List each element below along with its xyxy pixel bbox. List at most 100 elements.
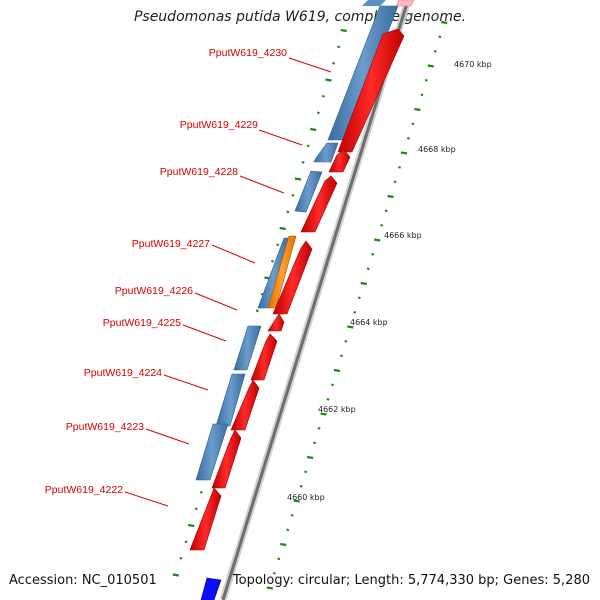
scale-tick-mark bbox=[433, 50, 437, 53]
inner-tick-mark bbox=[179, 557, 183, 560]
inner-tick-mark bbox=[291, 194, 295, 197]
leader-line-4226 bbox=[194, 292, 238, 311]
scale-tick-mark bbox=[360, 281, 367, 286]
scale-tick-mark bbox=[398, 166, 401, 169]
scale-tick-mark bbox=[317, 427, 321, 430]
forward-strand-genes bbox=[189, 0, 415, 551]
gene-label-4224[interactable]: PputW619_4224 bbox=[84, 367, 162, 379]
gene-PputW619_4224-forward[interactable] bbox=[250, 333, 278, 381]
inner-tick-mark bbox=[187, 523, 195, 528]
inner-tick-mark bbox=[337, 45, 341, 49]
scale-tick-mark bbox=[344, 340, 348, 343]
scale-tick-mark bbox=[290, 514, 294, 517]
gene-PputW619_4230-reverse-tail[interactable] bbox=[362, 0, 386, 6]
scale-tick-mark bbox=[407, 137, 410, 140]
gene-label-4223[interactable]: PputW619_4223 bbox=[66, 421, 144, 433]
gene-label-4222[interactable]: PputW619_4222 bbox=[45, 484, 123, 496]
scale-tick-mark bbox=[387, 194, 394, 199]
gene-label-4225[interactable]: PputW619_4225 bbox=[103, 317, 181, 329]
inner-tick-mark bbox=[255, 309, 259, 313]
tick-dot-tracks bbox=[172, 20, 448, 590]
scale-tick-mark bbox=[373, 238, 381, 242]
gene-PputW619_4225-reverse[interactable] bbox=[233, 325, 262, 371]
gene-pink-top-forward[interactable] bbox=[395, 0, 415, 7]
scale-tick-mark bbox=[313, 441, 317, 445]
gene-PputW619_4228-reverse[interactable] bbox=[294, 170, 323, 213]
scale-tick-mark bbox=[411, 122, 415, 126]
leader-line-4224 bbox=[163, 374, 209, 391]
inner-tick-mark bbox=[286, 210, 290, 214]
scale-tick-mark bbox=[353, 311, 357, 314]
inner-tick-mark bbox=[172, 573, 180, 577]
kbp-label-4666: 4666 kbp bbox=[384, 231, 422, 240]
kbp-label-4662: 4662 kbp bbox=[318, 405, 356, 414]
scale-tick-mark bbox=[384, 209, 388, 213]
scale-tick-mark bbox=[400, 151, 408, 155]
scale-tick-mark bbox=[438, 35, 442, 39]
gene-label-4230[interactable]: PputW619_4230 bbox=[209, 47, 287, 59]
scale-tick-mark bbox=[280, 542, 287, 547]
gene-PputW619_4225-forward[interactable] bbox=[267, 313, 285, 332]
inner-tick-mark bbox=[306, 144, 310, 148]
gene-PputW619_4222-forward[interactable] bbox=[189, 487, 222, 551]
gene-label-4226[interactable]: PputW619_4226 bbox=[115, 285, 193, 297]
scale-tick-mark bbox=[304, 470, 308, 474]
kbp-label-4670: 4670 kbp bbox=[454, 60, 492, 69]
inner-tick-mark bbox=[184, 540, 188, 544]
kbp-label-4660: 4660 kbp bbox=[287, 493, 325, 502]
scale-tick-mark bbox=[293, 499, 300, 503]
reverse-strand-genes bbox=[195, 0, 399, 481]
inner-tick-mark bbox=[271, 260, 274, 263]
inner-tick-mark bbox=[340, 28, 347, 33]
scale-tick-mark bbox=[427, 64, 434, 68]
gene-top-forward[interactable] bbox=[337, 28, 405, 153]
gene-PputW619_4229-forward[interactable] bbox=[328, 149, 351, 173]
gene-label-4228[interactable]: PputW619_4228 bbox=[160, 166, 238, 178]
leader-line-4228 bbox=[239, 175, 285, 194]
scale-tick-mark bbox=[320, 412, 327, 416]
scale-tick-mark bbox=[299, 485, 303, 488]
gene-PputW619_4229-reverse[interactable] bbox=[313, 142, 339, 163]
gene-PputW619_4228-forward[interactable] bbox=[300, 175, 338, 233]
gene-label-4229[interactable]: PputW619_4229 bbox=[180, 119, 258, 131]
gene-label-4227[interactable]: PputW619_4227 bbox=[132, 238, 210, 250]
scale-tick-mark bbox=[414, 107, 421, 112]
inner-tick-mark bbox=[332, 62, 336, 65]
leader-line-4229 bbox=[258, 129, 303, 146]
gene-PputW619_4224-reverse[interactable] bbox=[215, 373, 246, 427]
inner-tick-mark bbox=[294, 177, 302, 181]
leader-line-4225 bbox=[182, 324, 227, 342]
scale-tick-mark bbox=[339, 354, 343, 358]
scale-tick-mark bbox=[347, 325, 354, 329]
kbp-scale: 4670 kbp 4668 kbp 4666 kbp 4664 kbp 4662… bbox=[287, 60, 492, 502]
gene-PputW619_4223-reverse[interactable] bbox=[195, 423, 229, 481]
feature-bottom-blue[interactable] bbox=[200, 577, 222, 600]
leader-line-4230 bbox=[288, 57, 332, 73]
topology-text: Topology: circular; Length: 5,774,330 bp… bbox=[232, 573, 590, 588]
scale-tick-mark bbox=[326, 398, 330, 401]
inner-tick-mark bbox=[310, 127, 317, 132]
inner-tick-mark bbox=[321, 95, 325, 98]
kbp-label-4664: 4664 kbp bbox=[350, 318, 388, 327]
leader-line-4223 bbox=[145, 428, 190, 445]
genome-backbone-core bbox=[221, 0, 410, 600]
inner-tick-mark bbox=[301, 161, 305, 164]
inner-tick-mark bbox=[194, 507, 198, 511]
scale-tick-mark bbox=[371, 253, 375, 256]
gene-PputW619_4223a-forward[interactable] bbox=[230, 379, 260, 431]
scale-tick-mark bbox=[272, 572, 276, 575]
scale-tick-mark bbox=[424, 79, 428, 82]
gene-PputW619_4223b-forward[interactable] bbox=[211, 429, 242, 489]
scale-tick-mark bbox=[441, 20, 448, 25]
gene-labels: PputW619_4230 PputW619_4229 PputW619_422… bbox=[45, 47, 332, 507]
scale-tick-mark bbox=[306, 455, 314, 460]
scale-tick-mark bbox=[277, 557, 281, 561]
inner-tick-mark bbox=[325, 78, 332, 82]
gene-PputW619_4226-forward[interactable] bbox=[272, 240, 313, 315]
scale-tick-mark bbox=[266, 586, 274, 590]
leader-line-4222 bbox=[124, 491, 169, 507]
inner-tick-mark bbox=[276, 243, 280, 247]
inner-tick-mark bbox=[316, 111, 320, 115]
